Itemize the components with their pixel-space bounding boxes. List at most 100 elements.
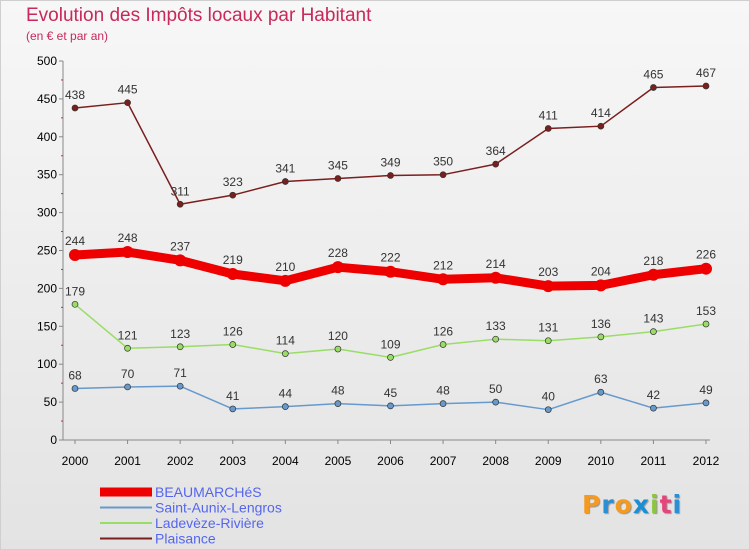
legend-label: Ladevèze-Rivière [155, 515, 264, 531]
data-label: 244 [65, 234, 85, 248]
x-tick-label: 2009 [535, 454, 562, 468]
data-point [544, 337, 552, 345]
data-label: 126 [433, 324, 453, 338]
y-tick-label: 150 [37, 319, 57, 333]
data-label: 222 [380, 251, 400, 265]
data-point [439, 171, 447, 179]
data-label: 71 [173, 366, 187, 380]
data-label: 42 [647, 388, 661, 402]
data-point [279, 274, 292, 287]
data-label: 226 [696, 248, 716, 262]
y-tick-label: 400 [37, 130, 57, 144]
data-label: 465 [643, 68, 663, 82]
data-point [387, 402, 394, 410]
x-tick-label: 2004 [272, 454, 299, 468]
data-point [281, 178, 289, 185]
x-tick-label: 2010 [587, 454, 614, 468]
data-point [176, 382, 184, 390]
x-tick-label: 2002 [167, 454, 194, 468]
data-point [489, 271, 502, 284]
y-tick-label: 250 [37, 244, 57, 258]
data-point [544, 406, 552, 414]
logo-letter: t [659, 490, 673, 519]
logo-letter: P [582, 490, 602, 519]
logo-letter: i [672, 490, 683, 519]
y-tick-label: 100 [37, 357, 57, 371]
legend-label: Plaisance [155, 531, 216, 547]
series-ladev-ze-rivi-re: 179 121 123 126 114 120 109 126 133 131 136 143 153 [65, 284, 716, 361]
data-label: 203 [538, 265, 558, 279]
data-label: 349 [380, 155, 400, 169]
logo-letter: x [632, 490, 650, 519]
data-label: 40 [542, 390, 556, 404]
data-point [124, 383, 131, 391]
y-tick-label: 500 [37, 54, 57, 68]
data-label: 136 [591, 317, 611, 331]
x-tick-label: 2006 [377, 454, 404, 468]
data-point [647, 268, 660, 281]
data-point [229, 405, 237, 413]
y-tick-label: 0 [50, 433, 57, 447]
data-point [650, 84, 657, 91]
data-label: 131 [538, 321, 558, 335]
data-label: 212 [433, 258, 453, 272]
data-point [71, 104, 79, 112]
series-plaisance: 438 445 311 323 341 345 349 350 364 411 414 465 467 [65, 66, 716, 208]
y-tick-label: 50 [44, 395, 58, 409]
data-point [542, 280, 555, 293]
data-label: 350 [433, 155, 453, 169]
data-label: 143 [643, 312, 663, 326]
data-label: 153 [696, 304, 716, 318]
data-label: 210 [275, 260, 295, 274]
data-label: 109 [380, 337, 400, 351]
data-point [702, 399, 710, 407]
data-point [174, 254, 187, 267]
data-label: 218 [643, 254, 663, 268]
data-label: 467 [696, 66, 716, 80]
data-point [121, 246, 134, 259]
x-tick-label: 2007 [430, 454, 457, 468]
data-point [69, 249, 81, 262]
data-label: 44 [279, 387, 293, 401]
data-point [384, 265, 397, 278]
legend-label: BEAUMARCHéS [155, 484, 262, 500]
x-tick-label: 2011 [641, 454, 667, 468]
y-tick-label: 200 [37, 281, 57, 295]
data-label: 411 [539, 108, 558, 122]
data-point [281, 403, 289, 410]
data-label: 50 [489, 382, 503, 396]
x-tick-label: 2000 [62, 454, 89, 468]
data-label: 68 [68, 368, 82, 382]
data-label: 311 [171, 184, 190, 198]
data-label: 45 [384, 386, 398, 400]
data-point [229, 341, 237, 348]
data-label: 133 [486, 319, 506, 333]
data-point [544, 125, 552, 132]
series-saint-aunix-lengros: 68 70 71 41 44 48 45 48 50 40 63 42 49 [68, 366, 713, 414]
data-point [334, 175, 342, 182]
data-label: 114 [276, 334, 295, 348]
data-point [597, 333, 605, 341]
data-label: 41 [226, 389, 240, 403]
data-point [594, 279, 607, 292]
data-label: 214 [486, 257, 506, 271]
x-tick-label: 2003 [219, 454, 246, 468]
data-label: 219 [223, 253, 243, 267]
data-point [176, 200, 184, 208]
data-label: 70 [121, 367, 135, 381]
data-label: 237 [170, 239, 190, 253]
data-point [650, 328, 657, 335]
data-point [71, 300, 79, 308]
data-point [650, 404, 657, 412]
data-label: 345 [328, 158, 348, 172]
data-point [702, 82, 710, 90]
data-point [226, 267, 239, 280]
logo-letter: o [614, 490, 633, 519]
logo-letter: i [650, 490, 660, 519]
data-point [176, 343, 184, 351]
y-tick-label: 300 [37, 206, 57, 220]
data-label: 121 [118, 328, 138, 342]
